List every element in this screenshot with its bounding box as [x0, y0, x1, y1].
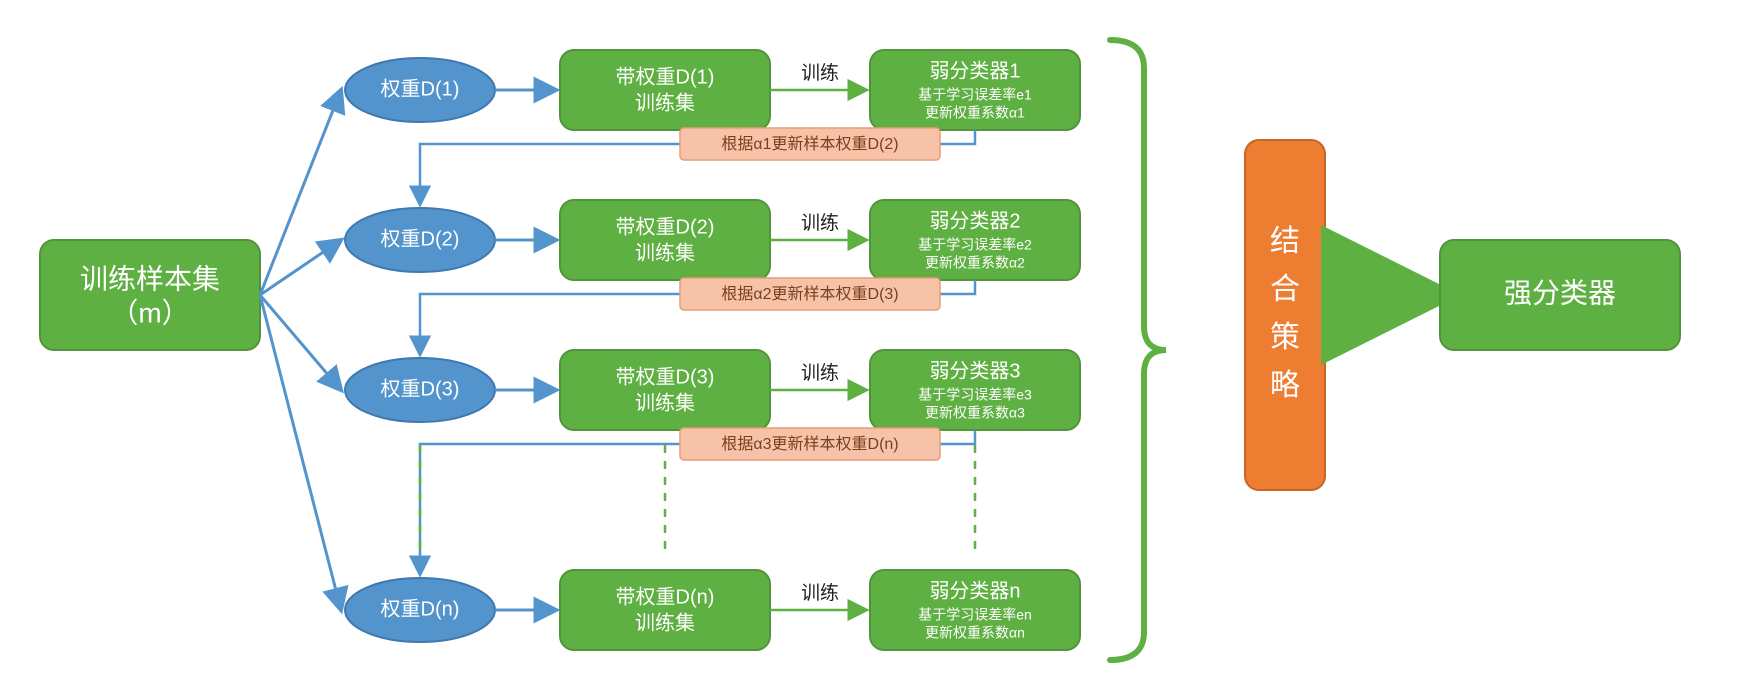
weight-label: 权重D(1) — [381, 77, 460, 100]
strong-classifier-label: 强分类器 — [1504, 277, 1616, 308]
brace-icon — [1110, 40, 1166, 660]
combine-char: 略 — [1270, 369, 1300, 402]
weighted-trainset-l1: 带权重D(2) — [616, 215, 715, 238]
train-label: 训练 — [801, 362, 839, 384]
weight-label: 权重D(2) — [381, 227, 460, 250]
weak-classifier-s2: 更新权重系数α1 — [925, 105, 1025, 121]
weak-classifier-title: 弱分类器2 — [929, 209, 1020, 232]
weak-classifier-s1: 基于学习误差率en — [918, 607, 1032, 623]
update-weight-text: 根据α1更新样本权重D(2) — [721, 135, 898, 153]
weak-classifier-s1: 基于学习误差率e2 — [918, 237, 1032, 253]
weighted-trainset-box — [560, 50, 770, 130]
train-label: 训练 — [801, 62, 839, 84]
weight-label: 权重D(n) — [381, 597, 460, 620]
train-label: 训练 — [801, 582, 839, 604]
weak-classifier-s1: 基于学习误差率e1 — [918, 87, 1032, 103]
weighted-trainset-l1: 带权重D(3) — [616, 365, 715, 388]
weighted-trainset-l2: 训练集 — [635, 91, 695, 114]
weighted-trainset-box — [560, 200, 770, 280]
weak-classifier-s1: 基于学习误差率e3 — [918, 387, 1032, 403]
update-weight-text: 根据α2更新样本权重D(3) — [721, 285, 898, 303]
weighted-trainset-box — [560, 570, 770, 650]
weighted-trainset-l1: 带权重D(n) — [616, 585, 715, 608]
combine-strategy-box — [1245, 140, 1325, 490]
weighted-trainset-l1: 带权重D(1) — [616, 65, 715, 88]
diagram-canvas: 训练样本集（m）权重D(1)带权重D(1)训练集训练弱分类器1基于学习误差率e1… — [0, 0, 1750, 679]
combine-char: 结 — [1270, 225, 1300, 258]
combine-char: 合 — [1270, 273, 1300, 306]
train-label: 训练 — [801, 212, 839, 234]
training-sample-set-box — [40, 240, 260, 350]
weighted-trainset-l2: 训练集 — [635, 611, 695, 634]
training-sample-set-l2: （m） — [110, 297, 189, 328]
weak-classifier-s2: 更新权重系数α2 — [925, 255, 1025, 271]
weak-classifier-title: 弱分类器3 — [929, 359, 1020, 382]
weighted-trainset-l2: 训练集 — [635, 391, 695, 414]
combine-char: 策 — [1270, 321, 1300, 354]
weak-classifier-title: 弱分类器n — [929, 579, 1020, 602]
weak-classifier-s2: 更新权重系数αn — [925, 625, 1025, 641]
weighted-trainset-box — [560, 350, 770, 430]
update-weight-text: 根据α3更新样本权重D(n) — [721, 435, 898, 453]
weighted-trainset-l2: 训练集 — [635, 241, 695, 264]
weight-label: 权重D(3) — [381, 377, 460, 400]
weak-classifier-title: 弱分类器1 — [929, 59, 1020, 82]
weak-classifier-s2: 更新权重系数α3 — [925, 405, 1025, 421]
source-to-weight-arrow — [260, 90, 341, 295]
training-sample-set-l1: 训练样本集 — [80, 263, 220, 294]
